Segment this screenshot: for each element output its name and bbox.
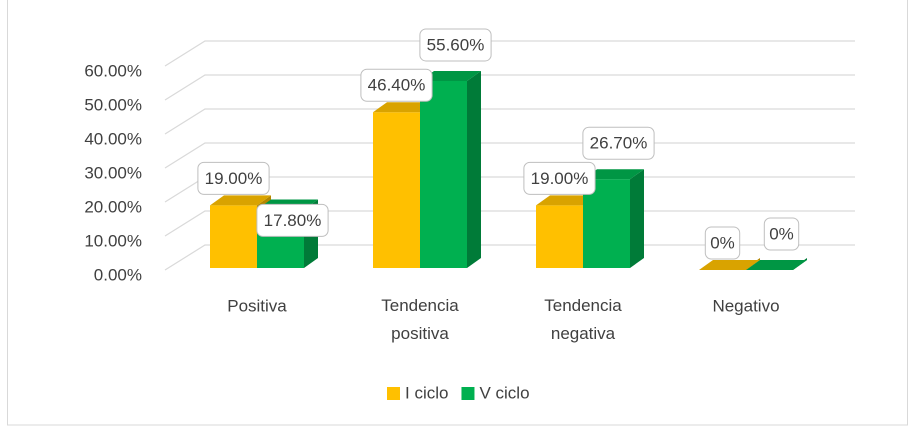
bar-side <box>630 169 644 268</box>
value-label-box <box>360 68 433 102</box>
y-tick-label: 40.00% <box>84 129 142 148</box>
grid-line <box>164 108 855 135</box>
bar-front <box>373 112 420 269</box>
bar-top <box>373 102 434 113</box>
value-label: 46.40% <box>368 76 426 95</box>
value-label-box <box>582 126 655 160</box>
x-tick-label-line: Tendencia <box>381 296 459 315</box>
x-tick-label-line: negativa <box>551 324 616 343</box>
bar-top <box>583 169 644 180</box>
y-tick-label: 10.00% <box>84 231 142 250</box>
value-label-box <box>704 226 741 260</box>
bar-front <box>210 205 257 268</box>
x-tick-label: Tendencia negativa <box>544 296 622 343</box>
bar-top <box>420 70 481 81</box>
value-label: 26.70% <box>590 134 648 153</box>
y-tick-label: 60.00% <box>84 61 142 80</box>
legend-swatch <box>387 387 400 400</box>
value-label-box <box>763 217 800 251</box>
value-label: 17.80% <box>264 211 322 230</box>
bar <box>420 70 481 269</box>
x-tick-label: Tendencia positiva <box>381 296 459 343</box>
y-tick-label: 30.00% <box>84 163 142 182</box>
x-tick-label: Positiva <box>227 296 287 315</box>
grid-line <box>164 142 855 169</box>
grid-line <box>164 40 855 67</box>
value-label: 0% <box>710 233 735 252</box>
value-label: 55.60% <box>427 35 485 54</box>
bar-front <box>420 80 467 269</box>
bar-top <box>699 260 760 270</box>
y-tick-label: 50.00% <box>84 95 142 114</box>
value-label: 19.00% <box>205 169 263 188</box>
bar-top <box>536 195 597 206</box>
legend-label: V ciclo <box>479 383 529 402</box>
x-tick-label-line: positiva <box>391 324 449 343</box>
value-label: 0% <box>769 224 794 243</box>
bar <box>699 258 760 270</box>
value-label-box <box>523 161 596 195</box>
bar-front <box>536 205 583 268</box>
x-tick-label: Negativo <box>712 296 779 315</box>
bar-top <box>746 260 807 270</box>
legend-swatch <box>461 387 475 400</box>
value-label-box <box>256 203 329 237</box>
y-tick-label: 0.00% <box>94 265 142 284</box>
value-label-box <box>197 161 270 195</box>
value-label: 19.00% <box>531 169 589 188</box>
value-label-box <box>419 28 492 62</box>
x-tick-label-line: Tendencia <box>544 296 622 315</box>
legend-label: I ciclo <box>405 383 448 402</box>
y-tick-label: 20.00% <box>84 197 142 216</box>
chart-frame <box>7 0 908 426</box>
bar-top <box>210 195 271 206</box>
bar <box>746 258 807 270</box>
grid-line <box>164 74 855 101</box>
bar-side <box>467 70 481 269</box>
